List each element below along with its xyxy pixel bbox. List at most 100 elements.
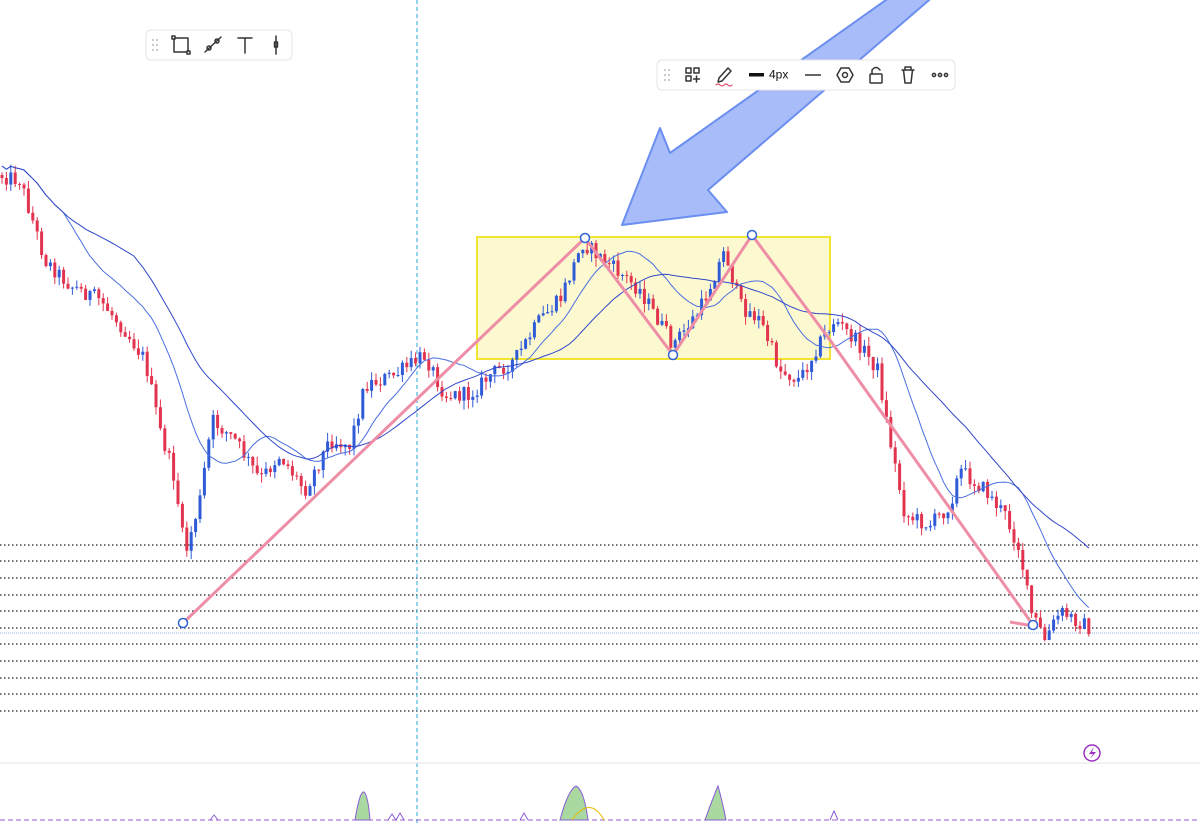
candle-body [106,303,110,311]
drag-handle[interactable] [152,39,158,51]
candle-body [955,478,959,504]
line-tool[interactable] [204,36,222,53]
candle-body [810,360,814,373]
anchor-point[interactable] [1027,619,1039,631]
candle-body [638,288,642,294]
candle-body [550,311,554,313]
candle-body [792,379,796,382]
ruler-tool[interactable] [273,35,279,55]
candle-body [242,441,246,458]
candle-body [176,480,180,504]
candle-body [392,372,396,376]
more-button[interactable] [931,72,949,78]
candle-body [251,456,255,466]
candle-body [836,322,840,325]
candle-body [849,329,853,342]
candle-body [730,265,734,283]
candle-body [18,184,22,186]
candle-body [1056,615,1060,620]
candle-body [365,389,369,391]
candle-body [1012,529,1016,543]
candle-body [642,288,646,305]
candle-body [453,391,457,399]
candle-body [1087,618,1091,635]
candle-body [898,463,902,491]
candle-body [4,177,8,185]
candle-body [528,337,532,340]
candle-body [1043,627,1047,641]
candle-body [141,351,145,355]
candle-body [194,519,198,533]
text-tool[interactable] [237,37,253,54]
candle-body [1047,630,1051,641]
anchor-point[interactable] [746,229,758,241]
candle-body [788,374,792,380]
candle-body [352,425,356,449]
candle-body [937,513,941,515]
candle-body [761,316,765,326]
candle-body [854,332,858,342]
candle-body [713,281,717,289]
lock-button[interactable] [869,66,883,84]
anchor-point[interactable] [177,617,189,629]
lightning-button[interactable] [1083,744,1101,762]
candle-body [308,486,312,496]
candle-body [119,322,123,333]
candle-body [97,289,101,299]
rectangle-tool[interactable] [171,35,191,55]
delete-button[interactable] [901,66,915,84]
candle-body [229,432,233,434]
candle-body [295,475,299,477]
candle-body [484,377,488,382]
candle-body [977,485,981,492]
candle-body [84,288,88,300]
anchor-point[interactable] [579,232,591,244]
stroke-width-label[interactable]: 4px [769,68,788,82]
candle-body [57,269,61,278]
candle-body [1082,618,1086,629]
candle-body [299,476,303,487]
template-button[interactable] [685,67,701,83]
candle-body [0,175,4,178]
candle-body [422,352,426,360]
candle-body [220,428,224,434]
candle-body [827,332,831,334]
candle-body [717,261,721,282]
candle-body [999,505,1003,509]
candle-body [884,400,888,418]
indicator-pane [0,784,1200,821]
candle-body [563,282,567,302]
candle-body [53,262,57,278]
candle-body [1008,511,1012,530]
drag-handle[interactable] [664,69,670,81]
candle-body [370,379,374,391]
candle-body [524,339,528,349]
candle-body [752,311,756,321]
candle-body [101,298,105,304]
candle-body [1060,608,1064,616]
candle-body [757,316,761,321]
candle-body [326,441,330,452]
candle-body [321,451,325,471]
arrow-drawing[interactable] [621,0,935,226]
candle-body [779,366,783,372]
candle-body [607,263,611,265]
candle-body [972,484,976,486]
candle-body [876,363,880,371]
indicator-bump [704,784,727,821]
color-button[interactable] [715,67,733,87]
candle-body [414,358,418,364]
candle-body [559,295,563,302]
toolbar-panel [145,29,293,61]
candle-body [396,375,400,377]
candle-body [167,450,171,453]
candle-body [946,512,950,519]
candle-body [282,458,286,465]
settings-button[interactable] [836,67,854,83]
candle-body [1052,619,1056,631]
candle-body [862,345,866,353]
anchor-point[interactable] [667,349,679,361]
zigzag-drawing[interactable] [181,233,1035,626]
candle-body [576,253,580,263]
candle-body [158,407,162,429]
